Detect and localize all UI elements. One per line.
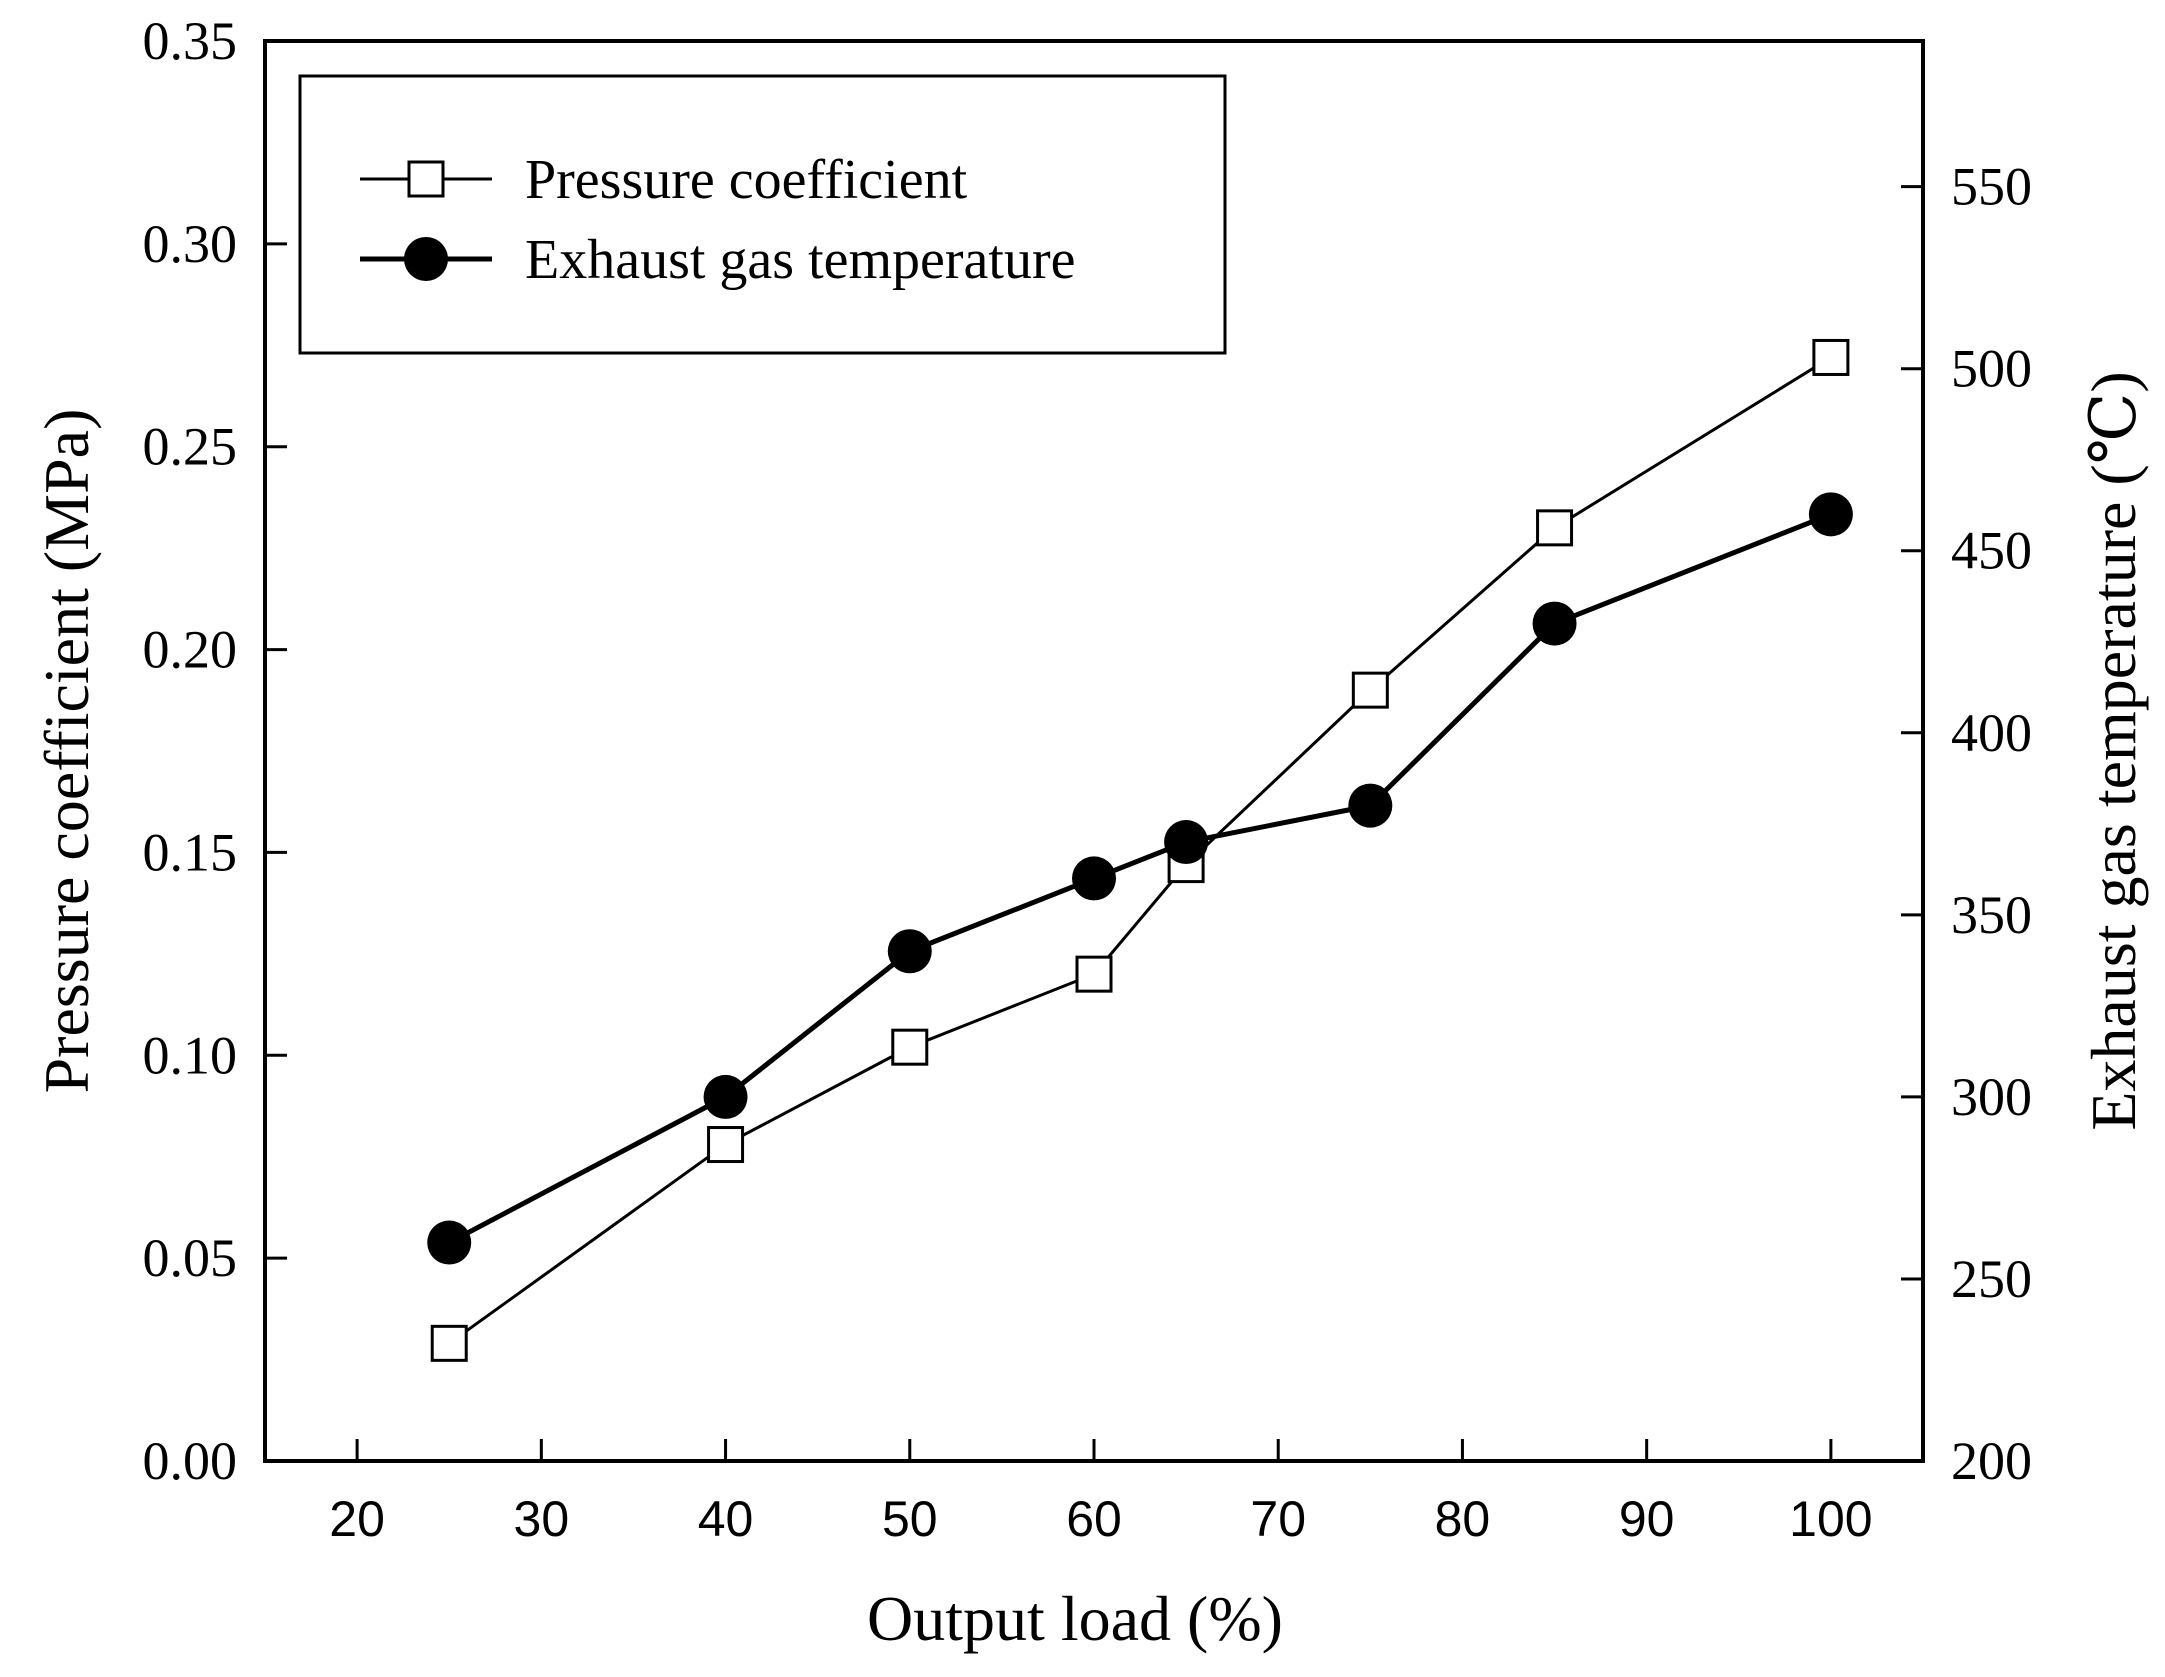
data-point-pressure-coefficient: [1536, 509, 1574, 547]
x-tick-label: 20: [329, 1491, 385, 1547]
x-axis-title: Output load (%): [867, 1583, 1283, 1654]
y-left-tick-label: 0.10: [143, 1025, 238, 1085]
x-tick-label: 40: [698, 1491, 754, 1547]
legend-entry-pressure-coefficient: Pressure coefficient: [360, 149, 968, 211]
y-left-axis-ticks: 0.00 0.05 0.10 0.15 0.20 0.25 0.30 0.35: [143, 11, 287, 1491]
data-point-pressure-coefficient: [1075, 955, 1113, 993]
legend-label-exhaust-gas-temperature: Exhaust gas temperature: [525, 229, 1075, 291]
y-right-tick-label: 350: [1951, 885, 2032, 945]
x-tick-label: 50: [882, 1491, 938, 1547]
y-right-tick-label: 450: [1951, 521, 2032, 581]
y-right-axis-ticks: 200 250 300 350 400 450 500 550: [1901, 157, 2032, 1491]
legend-entry-exhaust-gas-temperature: Exhaust gas temperature: [360, 229, 1075, 291]
series-line-exhaust-gas-temperature: [448, 512, 1832, 1245]
y-right-tick-label: 400: [1951, 703, 2032, 763]
legend-box: [298, 74, 1227, 355]
data-point-exhaust-gas-temperature: [1808, 492, 1853, 537]
data-point-exhaust-gas-temperature: [1164, 820, 1209, 865]
legend: Pressure coefficient Exhaust gas tempera…: [298, 74, 1227, 355]
y-right-tick-label: 500: [1951, 339, 2032, 399]
y-right-tick-label: 300: [1951, 1067, 2032, 1127]
series-line-pressure-coefficient: [448, 356, 1832, 1345]
x-axis-ticks: 20 30 40 50 60 70 80 90 100: [329, 1439, 1873, 1547]
y-right-tick-label: 550: [1951, 157, 2032, 217]
data-point-exhaust-gas-temperature: [1072, 856, 1116, 901]
y-right-axis-title: Exhaust gas temperature (℃): [2078, 371, 2149, 1130]
x-tick-label: 60: [1066, 1491, 1122, 1547]
x-tick-label: 30: [514, 1491, 570, 1547]
y-left-tick-label: 0.05: [143, 1228, 238, 1288]
x-tick-label: 100: [1789, 1491, 1872, 1547]
data-point-pressure-coefficient: [707, 1126, 745, 1164]
legend-label-pressure-coefficient: Pressure coefficient: [525, 149, 968, 211]
y-right-tick-label: 200: [1951, 1431, 2032, 1491]
y-left-tick-label: 0.00: [143, 1431, 238, 1491]
data-point-pressure-coefficient: [1812, 338, 1850, 376]
data-point-pressure-coefficient: [1351, 671, 1389, 709]
data-point-pressure-coefficient: [430, 1324, 468, 1362]
y-left-tick-label: 0.35: [143, 11, 238, 71]
data-point-exhaust-gas-temperature: [887, 929, 932, 974]
data-point-exhaust-gas-temperature: [1348, 783, 1393, 828]
data-point-exhaust-gas-temperature: [427, 1220, 472, 1265]
x-tick-label: 80: [1435, 1491, 1491, 1547]
data-point-exhaust-gas-temperature: [1532, 601, 1577, 646]
y-left-axis-title: Pressure coefficient (MPa): [31, 409, 102, 1094]
x-tick-label: 90: [1619, 1491, 1675, 1547]
y-left-tick-label: 0.25: [143, 417, 238, 477]
y-right-tick-label: 250: [1951, 1249, 2032, 1309]
y-left-tick-label: 0.30: [143, 214, 238, 274]
legend-marker-filled-circle: [404, 237, 448, 281]
y-left-tick-label: 0.20: [143, 620, 238, 680]
data-point-pressure-coefficient: [891, 1028, 929, 1066]
y-left-tick-label: 0.15: [143, 822, 238, 882]
series-layer: [427, 338, 1853, 1362]
legend-marker-open-square: [407, 160, 445, 198]
data-point-exhaust-gas-temperature: [703, 1074, 748, 1119]
x-tick-label: 70: [1250, 1491, 1306, 1547]
